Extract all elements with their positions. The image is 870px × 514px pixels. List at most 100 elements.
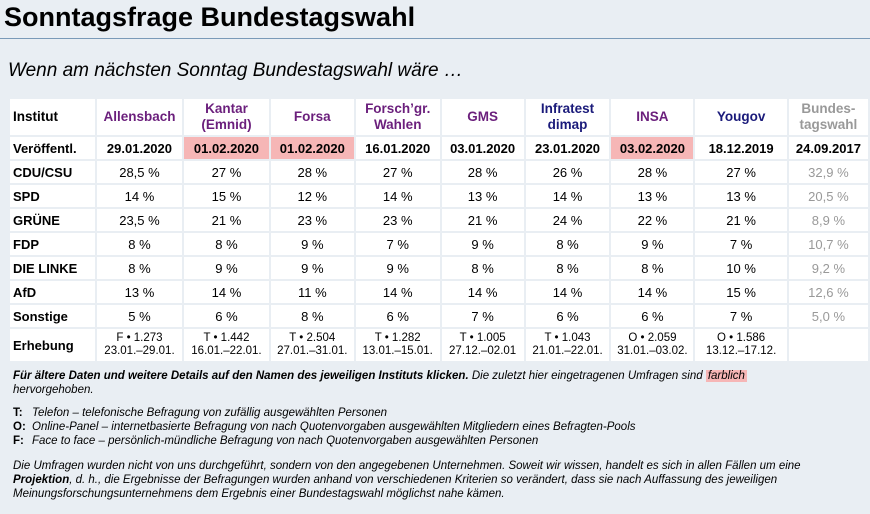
legend-text: Face to face – persönlich-mündliche Befr… [32, 435, 539, 447]
publication-date: 01.02.2020 [184, 137, 269, 159]
poll-value: 8 % [611, 257, 694, 279]
survey-method-size: T • 1.005 [459, 332, 506, 344]
poll-value: 8 % [441, 257, 524, 279]
party-name: Sonstige [10, 305, 95, 327]
note-highlight-sample: farblich [705, 370, 747, 382]
survey-info: T • 1.442 16.01.–22.01. [184, 329, 269, 361]
legend-key: F: [13, 435, 24, 447]
publication-date: 23.01.2020 [525, 137, 610, 159]
poll-value: 15 % [695, 281, 787, 303]
party-row: FDP 8 % 8 % 9 % 7 % 9 % 8 % 9 % 7 % 10,7 % [10, 233, 868, 255]
poll-value: 14 % [96, 185, 183, 207]
legend-text: Online-Panel – internetbasierte Befragun… [32, 421, 636, 433]
poll-value: 14 % [184, 281, 269, 303]
poll-value: 14 % [525, 281, 610, 303]
poll-value: 24 % [525, 209, 610, 231]
poll-value: 6 % [525, 305, 610, 327]
institute-header[interactable]: Kantar (Emnid) [184, 99, 269, 135]
survey-info: O • 1.586 13.12.–17.12. [695, 329, 787, 361]
institute-header: Bundes-tagswahl [788, 99, 868, 135]
institute-header[interactable]: Infratest dimap [525, 99, 610, 135]
survey-method-size: F • 1.273 [116, 332, 163, 344]
survey-row: Erhebung F • 1.273 23.01.–29.01. T • 1.442 1… [10, 329, 868, 361]
institute-name-line1: Yougov [716, 109, 766, 124]
institute-header[interactable]: GMS [441, 99, 524, 135]
survey-info: O • 2.059 31.01.–03.02. [611, 329, 694, 361]
institute-header[interactable]: INSA [611, 99, 694, 135]
poll-value: 28,5 % [96, 161, 183, 183]
institute-name-line1: Forsch’gr. [365, 101, 431, 116]
survey-period: 13.01.–15.01. [362, 345, 433, 357]
poll-value: 23 % [355, 209, 440, 231]
poll-value: 6 % [355, 305, 440, 327]
poll-value: 20,5 % [788, 185, 868, 207]
poll-value: 27 % [355, 161, 440, 183]
corner-cell: Institut [10, 99, 95, 135]
survey-method-size: T • 1.442 [203, 332, 250, 344]
poll-value: 8 % [96, 257, 183, 279]
poll-value: 7 % [695, 305, 787, 327]
poll-value: 9 % [611, 233, 694, 255]
institute-name-line1: Allensbach [103, 109, 176, 124]
poll-value: 6 % [184, 305, 269, 327]
survey-period: 27.01.–31.01. [277, 345, 348, 357]
method-legend: T: Telefon – telefonische Befragung von z… [13, 406, 858, 448]
poll-value: 7 % [441, 305, 524, 327]
survey-method-size: O • 2.059 [628, 332, 677, 344]
survey-method-size: T • 1.282 [374, 332, 421, 344]
poll-value: 21 % [695, 209, 787, 231]
poll-value: 26 % [525, 161, 610, 183]
poll-value: 21 % [441, 209, 524, 231]
publication-date: 03.01.2020 [441, 137, 524, 159]
poll-value: 13 % [441, 185, 524, 207]
poll-value: 14 % [355, 185, 440, 207]
poll-value: 9 % [441, 233, 524, 255]
poll-value: 9 % [184, 257, 269, 279]
institute-name-line1: INSA [636, 109, 669, 124]
poll-value: 27 % [184, 161, 269, 183]
legend-text: Telefon – telefonische Befragung von zuf… [32, 407, 388, 419]
party-name: DIE LINKE [10, 257, 95, 279]
party-name: GRÜNE [10, 209, 95, 231]
party-row: DIE LINKE 8 % 9 % 9 % 9 % 8 % 8 % 8 % 10 % 9,2 % [10, 257, 868, 279]
party-row: Sonstige 5 % 6 % 8 % 6 % 7 % 6 % 6 % 7 % 5,0 % [10, 305, 868, 327]
party-row: AfD 13 % 14 % 11 % 14 % 14 % 14 % 14 % 15 % 12,6 … [10, 281, 868, 303]
survey-row-label: Erhebung [10, 329, 95, 361]
poll-value: 10,7 % [788, 233, 868, 255]
party-name: AfD [10, 281, 95, 303]
poll-value: 12 % [270, 185, 354, 207]
publication-date: 18.12.2019 [695, 137, 787, 159]
institute-name-line1: GMS [467, 109, 498, 124]
institute-header[interactable]: Yougov [695, 99, 787, 135]
party-row: GRÜNE 23,5 % 21 % 23 % 23 % 21 % 24 % 22 % 21 % 8… [10, 209, 868, 231]
institute-header[interactable]: Forsa [270, 99, 354, 135]
poll-value: 5,0 % [788, 305, 868, 327]
page-title: Sonntagsfrage Bundestagswahl [4, 2, 416, 32]
party-name: SPD [10, 185, 95, 207]
poll-value: 6 % [611, 305, 694, 327]
note-bold: Für ältere Daten und weitere Details auf… [13, 370, 469, 382]
poll-value: 21 % [184, 209, 269, 231]
institute-header[interactable]: Forsch’gr. Wahlen [355, 99, 440, 135]
survey-period: 27.12.–02.01 [449, 345, 517, 357]
poll-table: Institut Allensbach Kantar (Emnid) Forsa Fors… [8, 97, 870, 363]
poll-value: 5 % [96, 305, 183, 327]
legend-item: F: Face to face – persönlich-mündliche Be… [13, 434, 858, 448]
poll-value: 8 % [184, 233, 269, 255]
poll-value: 28 % [611, 161, 694, 183]
publication-date: 24.09.2017 [788, 137, 868, 159]
poll-value: 11 % [270, 281, 354, 303]
institute-name-line2: (Emnid) [201, 117, 252, 132]
header-row: Institut Allensbach Kantar (Emnid) Forsa Fors… [10, 99, 868, 135]
survey-period: 31.01.–03.02. [617, 345, 688, 357]
institute-name-line2: dimap [547, 117, 588, 132]
poll-value: 23 % [270, 209, 354, 231]
poll-value: 27 % [695, 161, 787, 183]
poll-value: 13 % [96, 281, 183, 303]
publication-date: 01.02.2020 [270, 137, 354, 159]
institute-header[interactable]: Allensbach [96, 99, 183, 135]
poll-value: 12,6 % [788, 281, 868, 303]
note-text-end: hervorgehoben. [13, 384, 94, 396]
poll-value: 22 % [611, 209, 694, 231]
poll-value: 14 % [355, 281, 440, 303]
